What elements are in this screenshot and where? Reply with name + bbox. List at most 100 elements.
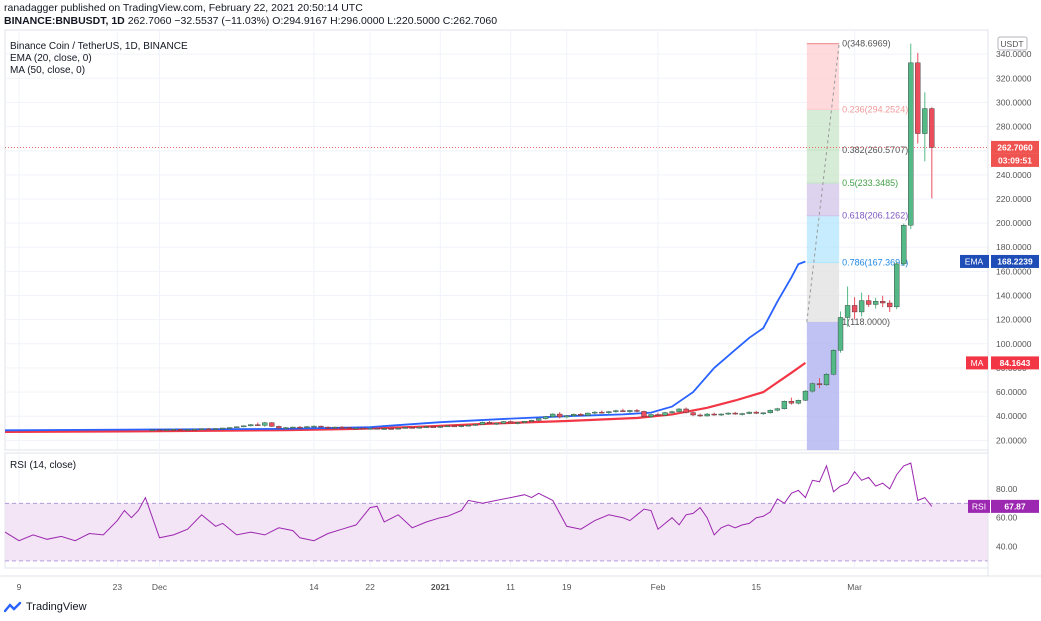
candle-down	[887, 300, 893, 312]
candle-body	[732, 412, 738, 415]
candle-body	[697, 414, 703, 417]
candle-up	[830, 349, 837, 376]
tradingview-logo[interactable]: TradingView	[4, 601, 87, 613]
fib-zone	[806, 150, 840, 183]
candle-body	[402, 427, 408, 429]
candle-body	[269, 422, 275, 427]
candle-body	[149, 429, 156, 432]
candle-up	[283, 427, 289, 429]
gridlines	[4, 29, 989, 569]
currency-box[interactable]	[997, 36, 1028, 51]
candle-body	[191, 428, 198, 431]
candle-down	[318, 425, 324, 428]
candle-down	[732, 411, 738, 415]
candle-up	[458, 425, 465, 428]
candle-body	[718, 413, 724, 416]
candle-up	[220, 427, 226, 430]
candle-down	[430, 425, 436, 428]
candle-down	[486, 420, 493, 425]
candle-body	[901, 225, 907, 265]
ohlc-values: O:294.9167 H:296.0000 L:220.5000 C:262.7…	[272, 15, 498, 27]
legend-title: Binance Coin / TetherUS, 1D, BINANCE	[10, 41, 188, 52]
candle-down	[711, 412, 717, 416]
candle-down	[269, 422, 275, 428]
candle-down	[915, 52, 921, 144]
candle-body	[823, 374, 830, 386]
fib-zone	[806, 109, 840, 151]
candle-up	[809, 382, 816, 393]
candle-up	[353, 427, 359, 430]
candle-body	[430, 426, 436, 428]
price-axis-tick: 180.0000	[996, 242, 1032, 252]
price-axis-tick: 120.0000	[996, 315, 1032, 325]
candle-up	[627, 409, 633, 414]
candle-up	[241, 425, 247, 428]
fib-level-label: 0.618(206.1262)	[842, 211, 908, 221]
candle-body	[283, 427, 289, 429]
price-axis-tick: 200.0000	[996, 218, 1032, 228]
candle-body	[753, 411, 759, 414]
candle-body	[198, 428, 205, 430]
candle-body	[241, 425, 247, 428]
candle-body	[220, 427, 226, 430]
candle-down	[929, 107, 935, 199]
candle-up	[402, 427, 408, 429]
candle-body	[592, 411, 598, 414]
candle-up	[437, 426, 443, 428]
candle-body	[177, 429, 184, 431]
candle-up	[767, 409, 773, 414]
candle-body	[711, 413, 717, 416]
candle-down	[156, 429, 163, 432]
publish-text: ranadagger published on TradingView.com,…	[4, 2, 363, 14]
candle-up	[823, 372, 830, 387]
candle-body	[248, 424, 254, 427]
price-axis-tick: 100.0000	[996, 339, 1032, 349]
candle-down	[655, 412, 661, 416]
candle-body	[423, 426, 429, 428]
candle-body	[227, 427, 233, 429]
rsi-band	[5, 503, 988, 561]
candle-up	[304, 426, 310, 429]
candle-body	[872, 301, 879, 305]
candle-down	[346, 426, 352, 429]
candle-body	[437, 426, 443, 428]
candle-up	[718, 413, 724, 416]
candle-body	[585, 412, 591, 416]
candle-body	[332, 426, 338, 429]
candle-down	[880, 295, 886, 308]
candle-body	[486, 422, 493, 424]
ma-value-tag-text: 84.1643	[1000, 358, 1031, 368]
rsi-name-bg	[968, 499, 990, 513]
candle-body	[746, 411, 752, 414]
candle-body	[500, 421, 507, 424]
ma50-line	[4, 362, 807, 433]
candle-up	[648, 413, 654, 419]
candle-body	[163, 429, 170, 431]
candle-up	[922, 92, 928, 162]
candle-down	[374, 427, 380, 430]
candle-up	[872, 297, 879, 309]
candle-body	[599, 411, 605, 414]
candle-up	[493, 422, 500, 425]
candle-up	[381, 428, 387, 430]
candle-up	[479, 421, 486, 425]
candle-body	[311, 425, 317, 428]
candle-up	[613, 409, 619, 413]
candle-body	[212, 428, 219, 430]
countdown-tag-text: 03:09:51	[998, 155, 1032, 165]
candle-body	[634, 410, 640, 412]
candle-up	[564, 415, 570, 419]
ma-name-bg	[966, 356, 988, 370]
candle-body	[493, 423, 500, 425]
candle-body	[858, 300, 865, 313]
candle-up	[795, 399, 802, 405]
rsi-axis-tick: 80.00	[996, 484, 1018, 494]
chart-canvas[interactable]: 0(348.6969) 0.236(294.2524) 0.382(260.5707…	[0, 0, 1041, 600]
candle-body	[739, 413, 745, 415]
candle-up	[514, 422, 521, 425]
rsi-name-text: RSI	[972, 501, 986, 511]
candle-body	[409, 427, 415, 429]
candle-body	[908, 62, 914, 226]
candle-body	[844, 305, 851, 318]
